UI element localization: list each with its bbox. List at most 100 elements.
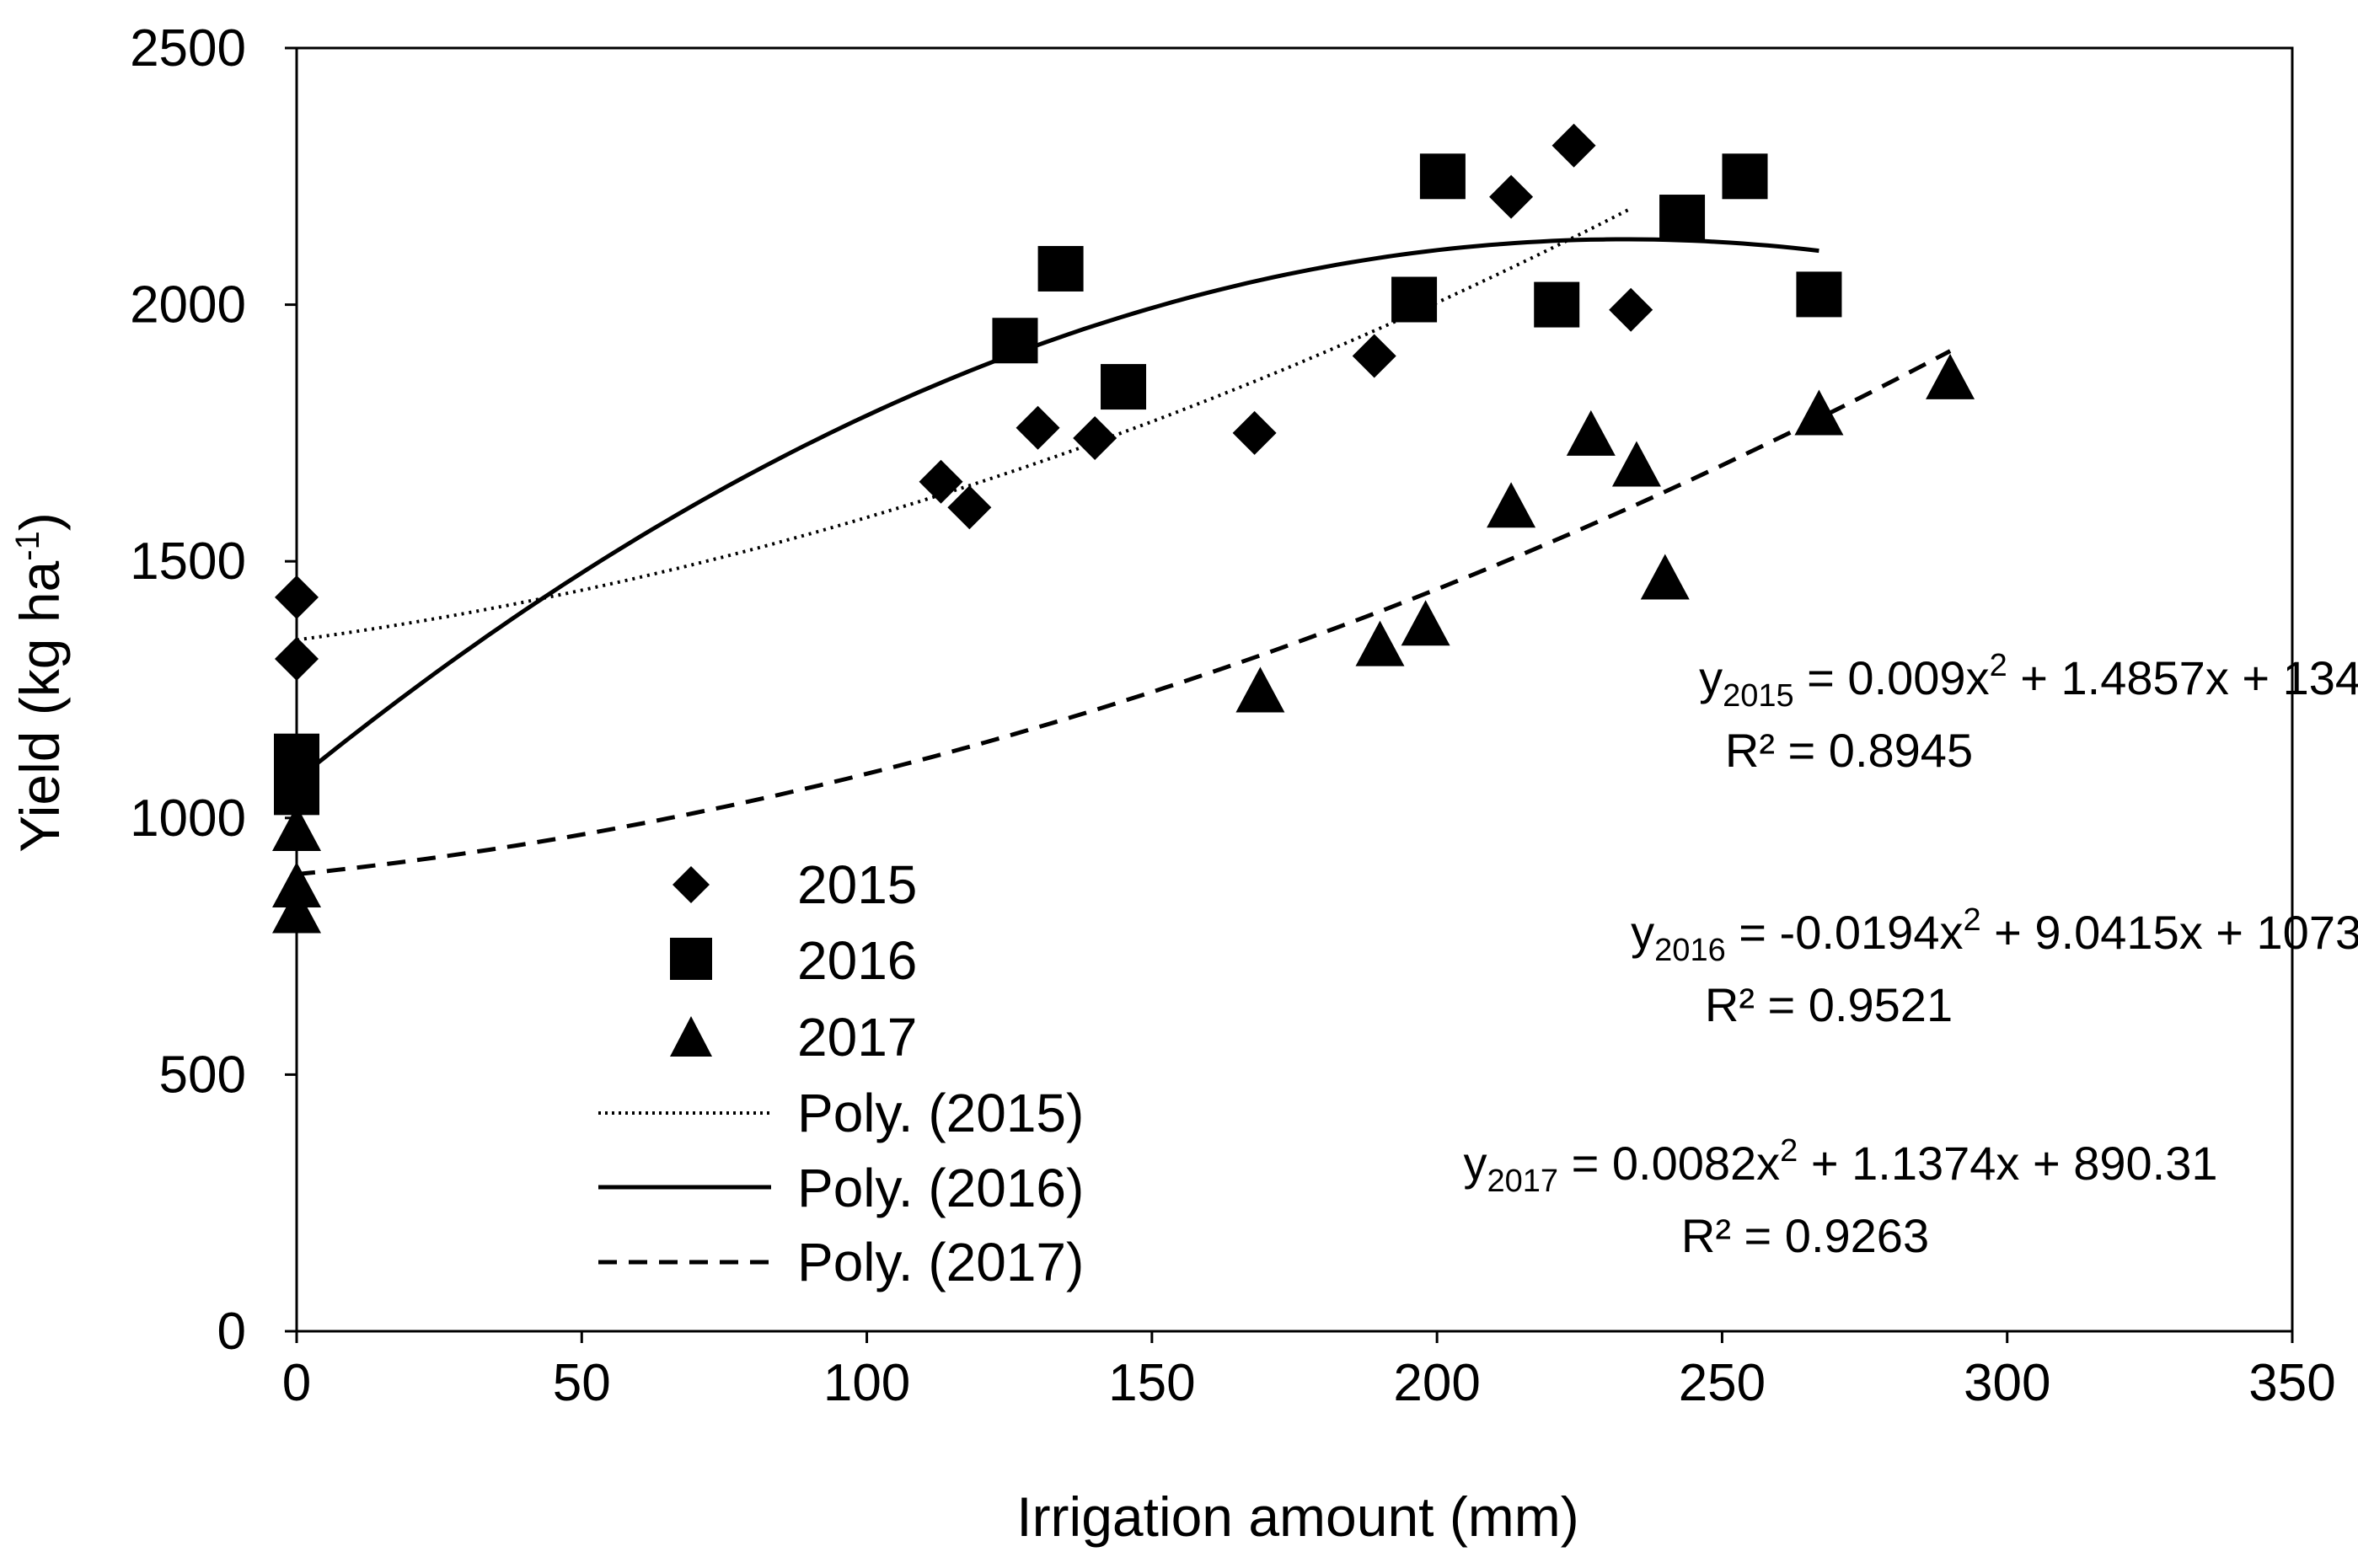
- point-2016: [1534, 281, 1580, 328]
- point-2016: [1419, 153, 1466, 200]
- point-2015: [1609, 287, 1653, 332]
- x-tick-label: 200: [1393, 1354, 1480, 1412]
- legend-label-poly-2015: Poly. (2015): [797, 1083, 1084, 1143]
- plot-area: [295, 46, 2294, 1333]
- annotation-2016: y2016 = -0.0194x2 + 9.0415x + 1073.9 R² …: [1631, 902, 2358, 1031]
- eq-sub-2015: 2015: [1723, 678, 1794, 714]
- x-tick-label: 350: [2248, 1354, 2335, 1412]
- y-tick-label: 2500: [130, 19, 246, 78]
- x-tick-label: 100: [823, 1354, 910, 1412]
- legend-label-2016: 2016: [797, 930, 917, 991]
- point-2015: [1016, 405, 1060, 450]
- legend-item-poly-2015: Poly. (2015): [598, 1083, 1084, 1143]
- legend-item-poly-2016: Poly. (2016): [598, 1158, 1084, 1218]
- x-tick-label: 300: [1964, 1354, 2050, 1412]
- y-tick-label: 0: [217, 1303, 246, 1361]
- point-2016: [1796, 271, 1842, 318]
- legend-label-poly-2016: Poly. (2016): [797, 1158, 1084, 1218]
- eq-sub-2016: 2016: [1654, 933, 1726, 968]
- point-2017: [1611, 441, 1661, 487]
- x-tick-label: 250: [1679, 1354, 1766, 1412]
- point-2017: [1640, 554, 1690, 600]
- x-tick-label: 50: [553, 1354, 611, 1412]
- equation-2017: y2017 = 0.0082x2 + 1.1374x + 890.31: [1464, 1133, 2218, 1199]
- point-2017: [1487, 482, 1536, 528]
- equation-2016: y2016 = -0.0194x2 + 9.0415x + 1073.9: [1631, 902, 2358, 968]
- point-2016: [1101, 364, 1147, 410]
- y-axis-ticks: 0 500 1000 1500 2000 2500: [130, 19, 297, 1361]
- point-2016: [992, 318, 1038, 364]
- legend-item-2016: 2016: [670, 930, 917, 991]
- point-2017: [1794, 389, 1844, 436]
- y-axis-title: Yield (kg ha-1): [8, 512, 71, 853]
- legend-square-marker: [670, 938, 712, 980]
- equation-2015: y2015 = 0.009x2 + 1.4857x + 1346.9: [1699, 648, 2358, 714]
- point-2016: [1391, 276, 1438, 323]
- eq-y-2015: y: [1699, 651, 1723, 704]
- trendline-poly-2017: [296, 349, 1952, 877]
- y-tick-label: 2000: [130, 276, 246, 334]
- trendline-poly-2016: [295, 237, 1819, 782]
- point-2015: [919, 459, 963, 504]
- data-points: [272, 123, 1975, 934]
- eq-part2-2015: + 1.4857x + 1346.9: [2007, 651, 2358, 704]
- point-2015: [1489, 174, 1534, 219]
- point-2015: [1073, 415, 1117, 460]
- r2-2017: R² = 0.9263: [1681, 1209, 1929, 1262]
- eq-sup-2016: 2: [1963, 902, 1980, 938]
- plot-border: [295, 46, 2294, 1333]
- eq-y-2016: y: [1631, 906, 1654, 959]
- eq-part2-2017: + 1.1374x + 890.31: [1798, 1137, 2217, 1190]
- legend-label-poly-2017: Poly. (2017): [797, 1232, 1084, 1292]
- legend-label-2017: 2017: [797, 1007, 917, 1068]
- y-tick-label: 500: [159, 1046, 246, 1104]
- equation-annotations: y2015 = 0.009x2 + 1.4857x + 1346.9 R² = …: [1464, 648, 2358, 1262]
- legend-label-2015: 2015: [797, 854, 917, 915]
- eq-part1-2015: = 0.009x: [1794, 651, 1990, 704]
- point-2017: [1235, 666, 1285, 713]
- point-2015: [1232, 410, 1277, 455]
- point-2015: [275, 575, 319, 619]
- eq-part2-2016: + 9.0415x + 1073.9: [1981, 906, 2358, 959]
- legend-item-poly-2017: Poly. (2017): [598, 1232, 1084, 1292]
- r2-2015: R² = 0.8945: [1725, 724, 1973, 777]
- point-2016: [1722, 153, 1768, 200]
- point-2017: [272, 887, 321, 934]
- point-2015: [275, 636, 319, 681]
- point-2015: [1551, 123, 1596, 168]
- eq-part1-2016: = -0.0194x: [1726, 906, 1964, 959]
- legend-item-2015: 2015: [673, 854, 917, 915]
- legend-diamond-marker: [673, 866, 710, 903]
- y-tick-label: 1000: [130, 789, 246, 848]
- point-2017: [1926, 353, 1975, 399]
- r2-2016: R² = 0.9521: [1705, 978, 1953, 1031]
- point-2017: [1401, 600, 1450, 646]
- point-2017: [1566, 409, 1616, 456]
- y-tick-label: 1500: [130, 532, 246, 591]
- y-axis-title-main: Yield (kg ha: [8, 560, 71, 852]
- point-2017: [1355, 620, 1405, 666]
- point-2016: [1659, 195, 1706, 241]
- y-axis-title-close: ): [8, 512, 71, 531]
- y-axis-title-sup: -1: [9, 531, 46, 561]
- x-tick-label: 150: [1108, 1354, 1195, 1412]
- eq-sup-2015: 2: [1990, 648, 2007, 683]
- point-2017: [272, 805, 321, 851]
- x-axis-ticks: 0 50 100 150 200 250 300 350: [282, 1331, 2336, 1412]
- legend-item-2017: 2017: [670, 1007, 917, 1068]
- legend: 2015 2016 2017 Poly. (2015) Poly. (2016)…: [598, 854, 1084, 1292]
- point-2015: [1352, 334, 1396, 378]
- x-axis-title: Irrigation amount (mm): [1016, 1485, 1579, 1548]
- point-2017: [272, 861, 321, 907]
- eq-sub-2017: 2017: [1487, 1164, 1559, 1199]
- annotation-2015: y2015 = 0.009x2 + 1.4857x + 1346.9 R² = …: [1699, 648, 2358, 777]
- eq-part1-2017: = 0.0082x: [1558, 1137, 1780, 1190]
- annotation-2017: y2017 = 0.0082x2 + 1.1374x + 890.31 R² =…: [1464, 1133, 2218, 1262]
- point-2015: [947, 485, 992, 530]
- eq-y-2017: y: [1464, 1137, 1487, 1190]
- eq-sup-2017: 2: [1780, 1133, 1798, 1169]
- point-2016: [1037, 245, 1084, 292]
- x-tick-label: 0: [282, 1354, 311, 1412]
